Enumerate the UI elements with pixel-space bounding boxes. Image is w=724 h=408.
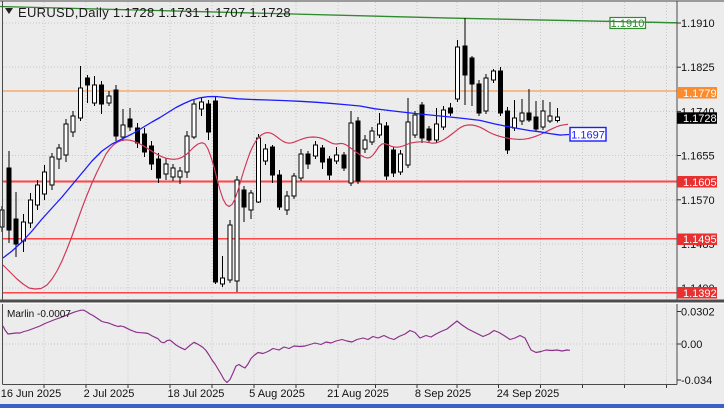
- svg-text:16 Jun 2025: 16 Jun 2025: [1, 388, 62, 400]
- svg-text:-0.034: -0.034: [681, 375, 712, 387]
- svg-text:5 Aug 2025: 5 Aug 2025: [249, 388, 305, 400]
- svg-text:1.1910: 1.1910: [611, 18, 645, 30]
- svg-text:1.1697: 1.1697: [571, 129, 605, 141]
- svg-text:1.1605: 1.1605: [683, 177, 717, 189]
- svg-text:2 Jul 2025: 2 Jul 2025: [84, 388, 135, 400]
- svg-text:24 Sep 2025: 24 Sep 2025: [497, 388, 559, 400]
- svg-text:0.0302: 0.0302: [681, 307, 715, 319]
- svg-text:1.1655: 1.1655: [681, 151, 715, 163]
- svg-text:1.1779: 1.1779: [683, 88, 717, 100]
- svg-text:1.1728: 1.1728: [683, 113, 717, 125]
- svg-text:EURUSD,Daily 1.1728 1.1731 1.: EURUSD,Daily 1.1728 1.1731 1.1707 1.1728: [18, 5, 291, 20]
- svg-text:1.1910: 1.1910: [681, 18, 715, 30]
- svg-text:1.1495: 1.1495: [683, 234, 717, 246]
- svg-text:0.00: 0.00: [681, 339, 702, 351]
- svg-text:21 Aug 2025: 21 Aug 2025: [327, 388, 389, 400]
- svg-text:Marlin -0.0007: Marlin -0.0007: [7, 309, 71, 320]
- svg-text:1.1392: 1.1392: [683, 288, 717, 300]
- svg-text:8 Sep 2025: 8 Sep 2025: [415, 388, 471, 400]
- svg-text:18 Jul 2025: 18 Jul 2025: [168, 388, 225, 400]
- svg-text:1.1825: 1.1825: [681, 62, 715, 74]
- svg-text:1.1570: 1.1570: [681, 195, 715, 207]
